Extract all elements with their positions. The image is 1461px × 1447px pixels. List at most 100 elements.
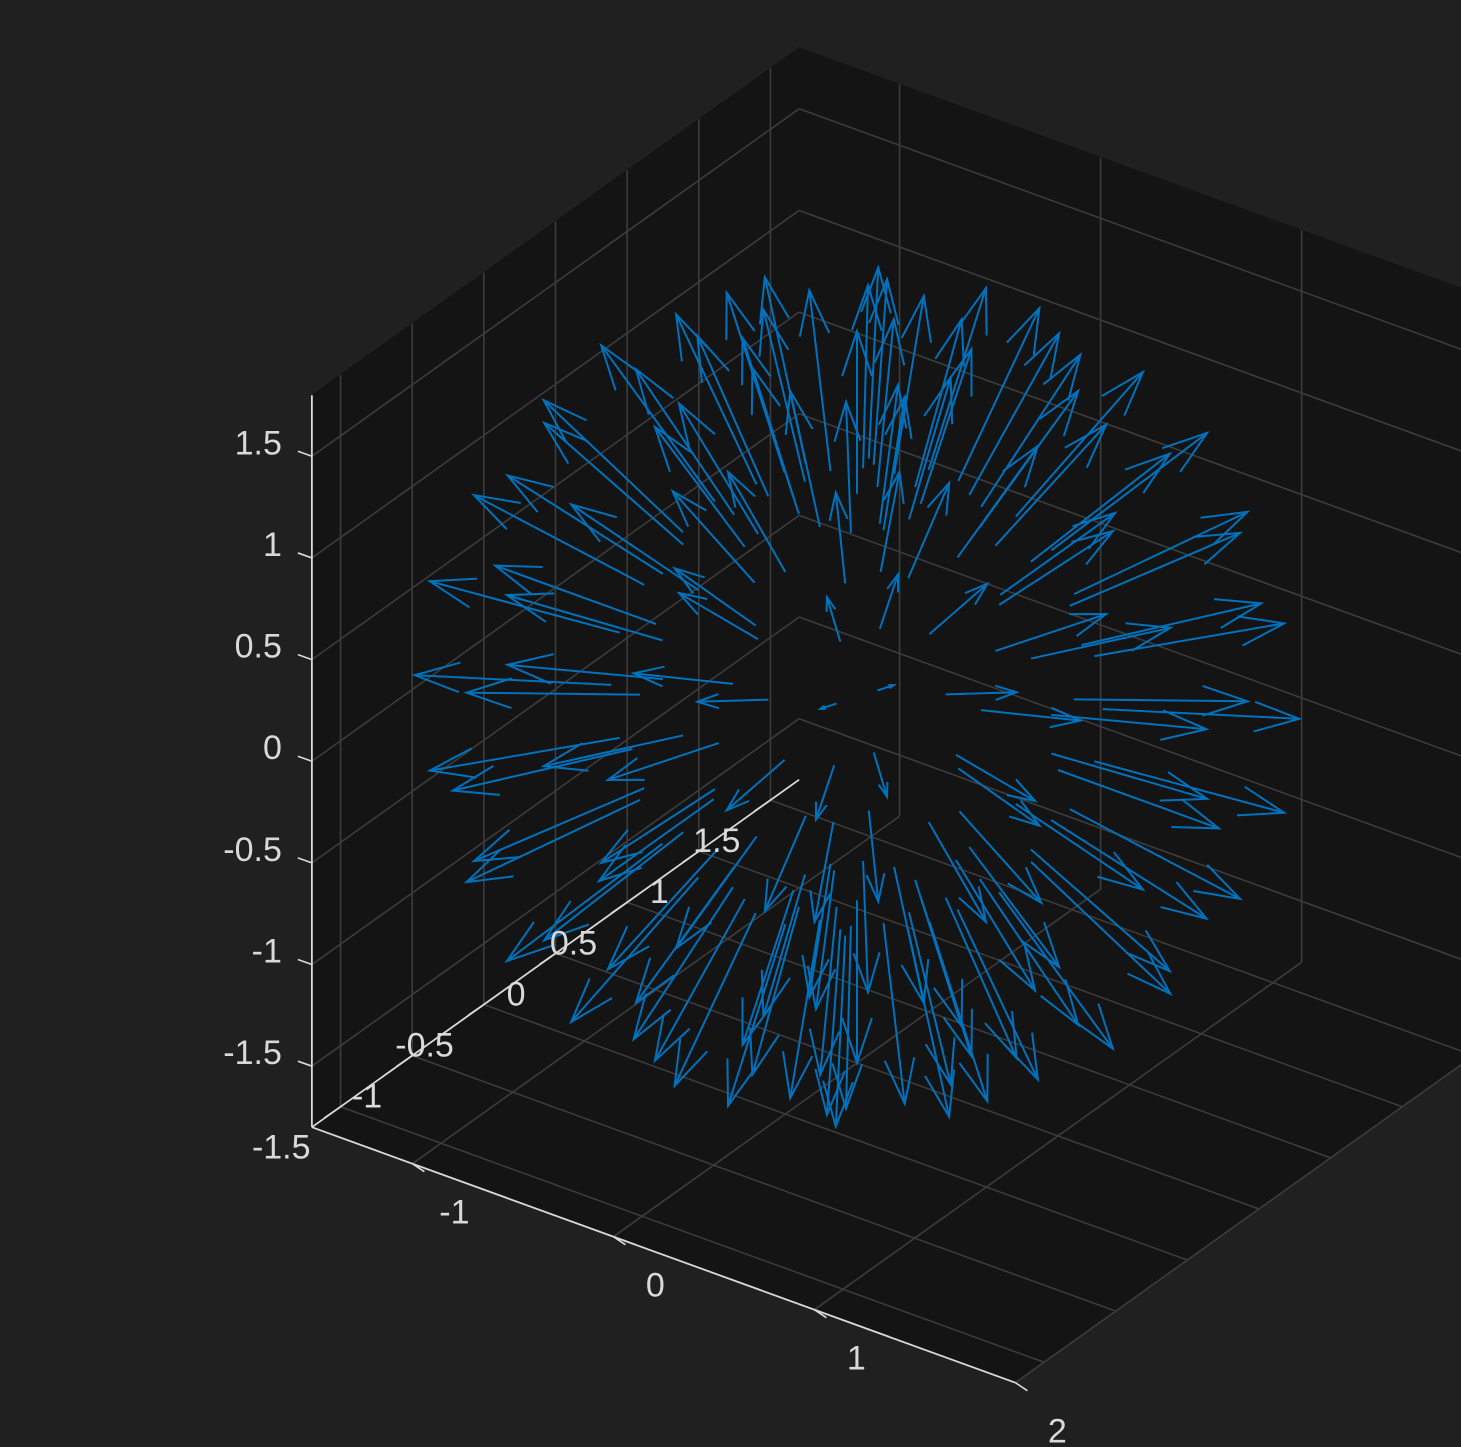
arrow-shaft [632, 886, 734, 1040]
arrow-shaft [928, 921, 989, 1102]
arrow-shaft [635, 866, 735, 1004]
arrow-head [568, 502, 618, 543]
quiver-arrow [968, 330, 1061, 496]
quiver-arrow [599, 342, 716, 503]
arrow-shaft [678, 403, 759, 535]
arrow-shaft [944, 897, 1018, 1059]
arrow-head [851, 282, 883, 331]
arrow-shaft [725, 759, 786, 812]
grid-line-z-back [798, 413, 1461, 655]
grid-lines [311, 68, 1461, 1384]
arrow-shaft [543, 422, 684, 546]
quiver-arrow [541, 831, 684, 943]
x-axis-line [311, 1126, 1016, 1384]
y-tick [753, 799, 771, 812]
y-tick-label: -0.5 [395, 1027, 454, 1065]
arrow-shaft [825, 929, 842, 1115]
arrow-head [1160, 881, 1210, 921]
quiver-arrow [503, 592, 663, 642]
quiver-arrow [968, 846, 1062, 970]
arrow-head [784, 388, 814, 435]
arrow-shaft [927, 821, 987, 923]
arrow-head [749, 1027, 780, 1078]
arrow-head [504, 473, 554, 513]
arrow-head [781, 1051, 814, 1102]
arrow-head [673, 1038, 708, 1089]
x-tick-label: 1 [847, 1340, 866, 1378]
quiver-arrow [1051, 752, 1211, 802]
z-tick [297, 653, 313, 661]
arrow-head [1125, 622, 1174, 652]
arrow-shaft [808, 863, 832, 998]
y-tick-label: 1.5 [693, 822, 740, 860]
arrow-head [1007, 866, 1044, 906]
arrow-shaft [878, 574, 899, 630]
arrow-head [504, 921, 553, 963]
arrow-head [1023, 330, 1061, 381]
quiver-arrow [852, 860, 881, 996]
grid-line-z-side [311, 718, 800, 1067]
arrow-shaft [958, 810, 1043, 904]
quiver-arrow [504, 653, 663, 685]
quiver-arrow [540, 734, 684, 772]
quiver-arrow [758, 306, 806, 482]
quiver-arrow [463, 677, 641, 710]
arrow-shaft [867, 267, 880, 459]
arrow-head [833, 398, 862, 442]
arrow-shaft [826, 597, 842, 642]
quiver-arrow [652, 424, 746, 548]
arrow-shaft [980, 354, 1082, 508]
arrow-head [1101, 369, 1145, 417]
quiver-arrow [411, 661, 612, 694]
quiver-arrow [672, 566, 757, 627]
arrow-head [1125, 929, 1173, 974]
z-tick-label: -1.5 [223, 1034, 282, 1072]
arrow-shaft [1030, 626, 1171, 660]
quiver-arrow [634, 366, 735, 516]
quiver-arrow [994, 422, 1109, 547]
arrow-head [726, 469, 756, 508]
grid-line-y-floor [770, 799, 1461, 1052]
arrow-shaft [506, 842, 664, 962]
grid-line-z-side [311, 209, 800, 559]
quiver-arrow [569, 876, 699, 1025]
arrow-shaft [1102, 708, 1300, 720]
quiver-arrow [882, 922, 916, 1107]
arrow-head [883, 1057, 916, 1107]
quiver-arrow [814, 764, 836, 823]
arrow-head [924, 1069, 956, 1120]
arrow-head [676, 591, 708, 616]
arrow-head [873, 315, 906, 366]
arrow-shaft [675, 313, 758, 485]
arrow-head [541, 900, 590, 943]
quiver-arrow [998, 529, 1116, 606]
arrow-shaft [879, 471, 901, 573]
arrow-head [605, 925, 650, 972]
quiver-arrow [828, 489, 849, 584]
arrow-head [884, 393, 913, 440]
arrow-head [1006, 778, 1038, 803]
arrow-head [984, 1010, 1018, 1062]
arrow-head [825, 594, 837, 612]
arrow-head [652, 424, 695, 473]
arrow-shaft [466, 691, 641, 696]
quiver-arrow [630, 665, 734, 688]
arrow-head [725, 289, 756, 341]
arrow-shaft [882, 922, 906, 1104]
arrow-head [814, 1068, 846, 1119]
quiver-arrow [957, 767, 1042, 828]
arrow-head [1072, 511, 1118, 550]
grid-line-z-side [311, 108, 800, 457]
arrow-shaft [1057, 769, 1220, 830]
arrow-shaft [876, 319, 895, 488]
arrow-shaft [907, 930, 951, 1118]
arrow-head [1161, 431, 1210, 473]
arrow-head [726, 1058, 757, 1109]
arrow-shaft [473, 787, 645, 862]
y-tick [395, 1054, 413, 1068]
y-tick [324, 1106, 342, 1119]
x-tick-label: 2 [1048, 1413, 1067, 1447]
arrow-shaft [1030, 861, 1172, 995]
arrow-shaft [928, 582, 989, 635]
quiver-arrow [1030, 848, 1173, 974]
